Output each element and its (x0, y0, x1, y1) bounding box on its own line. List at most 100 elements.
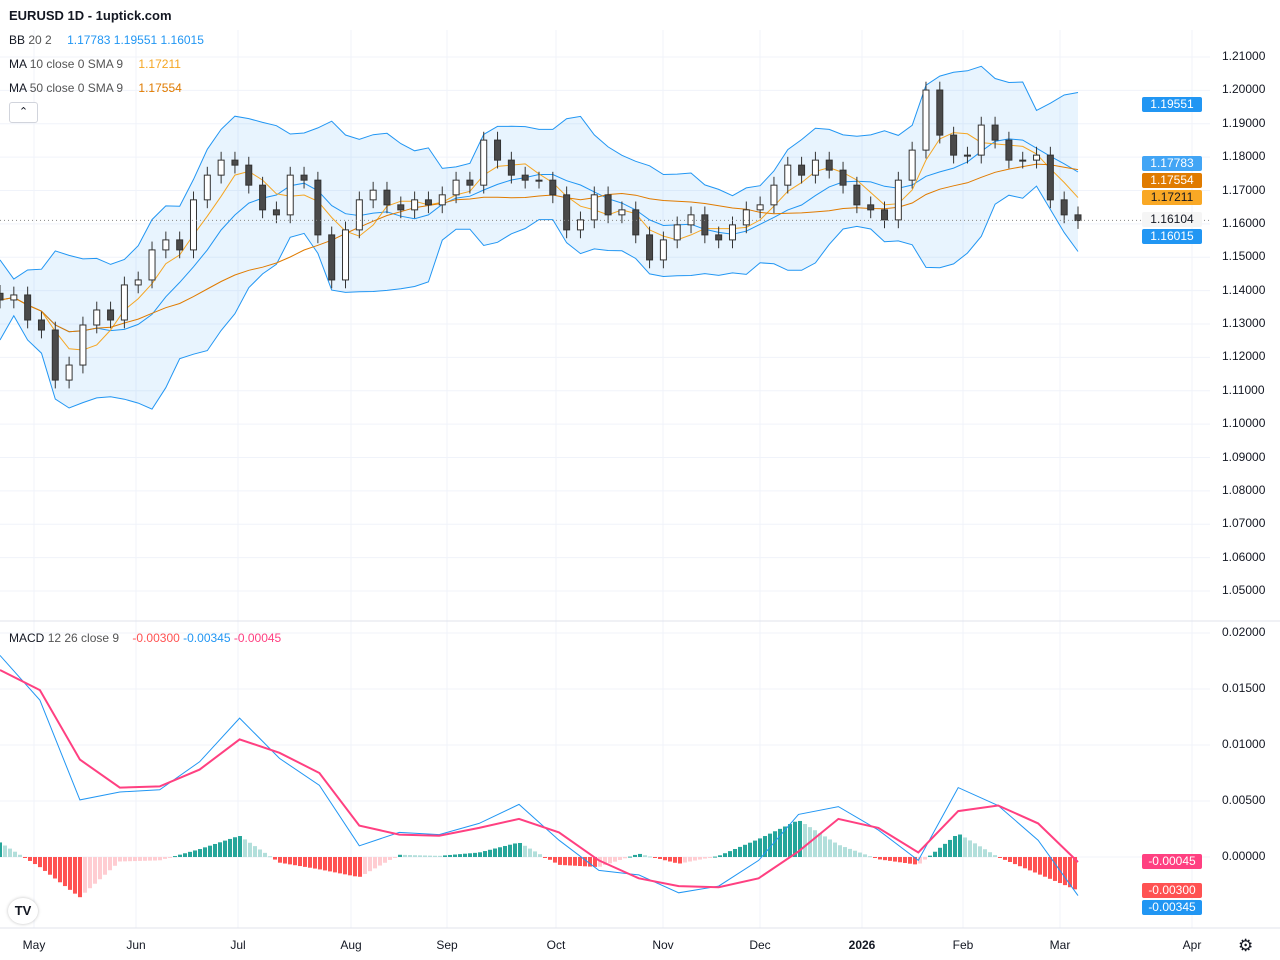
price-tick-label: 1.13000 (1222, 316, 1266, 330)
candle-body (950, 134, 958, 156)
macd-histogram-bar (668, 857, 672, 862)
macd-histogram-bar (948, 839, 952, 857)
macd-histogram-bar (1048, 857, 1052, 879)
macd-histogram-bar (648, 856, 652, 858)
macd-histogram-bar (993, 855, 997, 857)
macd-histogram-bar (1068, 857, 1072, 888)
x-tick-label: May (22, 938, 46, 952)
legend-ma50-value: 1.17554 (138, 81, 182, 95)
macd-histogram-bar (0, 842, 2, 857)
macd-histogram-bar (453, 854, 457, 857)
macd-histogram-bar (788, 824, 792, 857)
macd-histogram-bar (858, 852, 862, 857)
macd-histogram-bar (528, 848, 532, 857)
candle-body (701, 214, 709, 236)
macd-histogram-bar (148, 857, 152, 861)
macd-histogram-bar (1043, 857, 1047, 877)
candle-body (798, 164, 806, 176)
candle-body (1005, 139, 1013, 161)
macd-histogram-bar (583, 857, 587, 867)
macd-histogram-bar (763, 836, 767, 857)
candle-body (908, 149, 916, 181)
macd-histogram-bar (78, 857, 82, 898)
candle-body (286, 174, 294, 216)
macd-histogram-bar (88, 857, 92, 889)
price-tick-label: 1.07000 (1222, 516, 1266, 531)
legend-bb-lower: 1.16015 (160, 33, 204, 47)
legend-macd[interactable]: MACD 12 26 close 9 -0.00300 -0.00345 -0.… (9, 631, 281, 645)
macd-histogram-bar (223, 840, 227, 857)
macd-histogram-bar (848, 848, 852, 857)
macd-histogram-bar (968, 840, 972, 857)
tradingview-logo[interactable]: TV (8, 898, 38, 924)
bb-fill (0, 66, 1078, 410)
legend-macd-signal: -0.00045 (233, 631, 282, 645)
macd-histogram-bar (758, 838, 762, 857)
macd-histogram-bar (813, 830, 817, 857)
gear-icon[interactable]: ⚙ (1238, 936, 1254, 955)
legend-ma50-label: MA (9, 81, 27, 95)
macd-histogram-bar (868, 856, 872, 858)
macd-histogram-bar (143, 857, 147, 861)
macd-histogram-bar (133, 857, 137, 862)
legend-ma50[interactable]: MA 50 close 0 SMA 9 1.17554 (9, 81, 182, 95)
macd-histogram-bar (888, 857, 892, 861)
candle-body (424, 199, 432, 206)
macd-histogram-bar (603, 857, 607, 866)
macd-histogram-bar (358, 857, 362, 877)
macd-tick-label: 0.01500 (1222, 681, 1266, 695)
macd-histogram-bar (703, 857, 707, 859)
macd-histogram-bar (418, 855, 422, 857)
macd-histogram-bar (998, 857, 1002, 858)
macd-histogram-bar (698, 857, 702, 860)
candle-body (756, 204, 764, 211)
macd-histogram-bar (633, 854, 637, 857)
macd-histogram-bar (288, 857, 292, 865)
price-tag: 1.17554 (1142, 173, 1202, 189)
macd-histogram-bar (278, 857, 282, 863)
macd-histogram-bar (568, 857, 572, 866)
macd-histogram-bar (543, 857, 547, 858)
macd-histogram-bar (273, 857, 277, 860)
macd-histogram-bar (488, 849, 492, 857)
price-tick-label: 1.10000 (1222, 416, 1266, 431)
candle-body (217, 159, 225, 176)
candle-body (839, 169, 847, 186)
legend-bb[interactable]: BB 20 2 1.17783 1.19551 1.16015 (9, 33, 204, 47)
macd-histogram-bar (103, 857, 107, 875)
macd-histogram-bar (93, 857, 97, 884)
macd-histogram-bar (558, 857, 562, 865)
candle-body (1046, 154, 1054, 201)
candle-body (894, 179, 902, 221)
macd-histogram-bar (898, 857, 902, 863)
collapse-legend-button[interactable]: ⌃ (9, 102, 38, 123)
candle-body (397, 204, 405, 211)
macd-histogram-bar (933, 851, 937, 857)
macd-histogram-bar (303, 857, 307, 867)
macd-histogram-bar (863, 854, 867, 857)
macd-histogram-bar (733, 849, 737, 857)
price-tick-label: 1.17000 (1222, 182, 1266, 197)
x-tick-label: 2026 (848, 938, 876, 952)
macd-histogram-bar (423, 855, 427, 857)
macd-histogram-bar (253, 846, 257, 857)
macd-histogram-bar (548, 857, 552, 860)
macd-tag: -0.00300 (1142, 882, 1202, 898)
macd-histogram-bar (443, 855, 447, 857)
macd-histogram-bar (448, 854, 452, 857)
macd-histogram-bar (313, 857, 317, 869)
macd-histogram-bar (723, 853, 727, 857)
candle-body (659, 239, 667, 261)
macd-histogram-bar (618, 857, 622, 860)
legend-ma10[interactable]: MA 10 close 0 SMA 9 1.17211 (9, 57, 181, 71)
macd-histogram-bar (53, 857, 57, 879)
macd-histogram-bar (183, 853, 187, 857)
candle-body (120, 284, 128, 321)
price-tag: 1.16104 (1142, 212, 1202, 228)
candle-body (231, 159, 239, 166)
macd-histogram-bar (718, 855, 722, 857)
candle-body (452, 179, 460, 196)
macd-histogram-bar (958, 834, 962, 857)
macd-histogram-bar (708, 857, 712, 858)
